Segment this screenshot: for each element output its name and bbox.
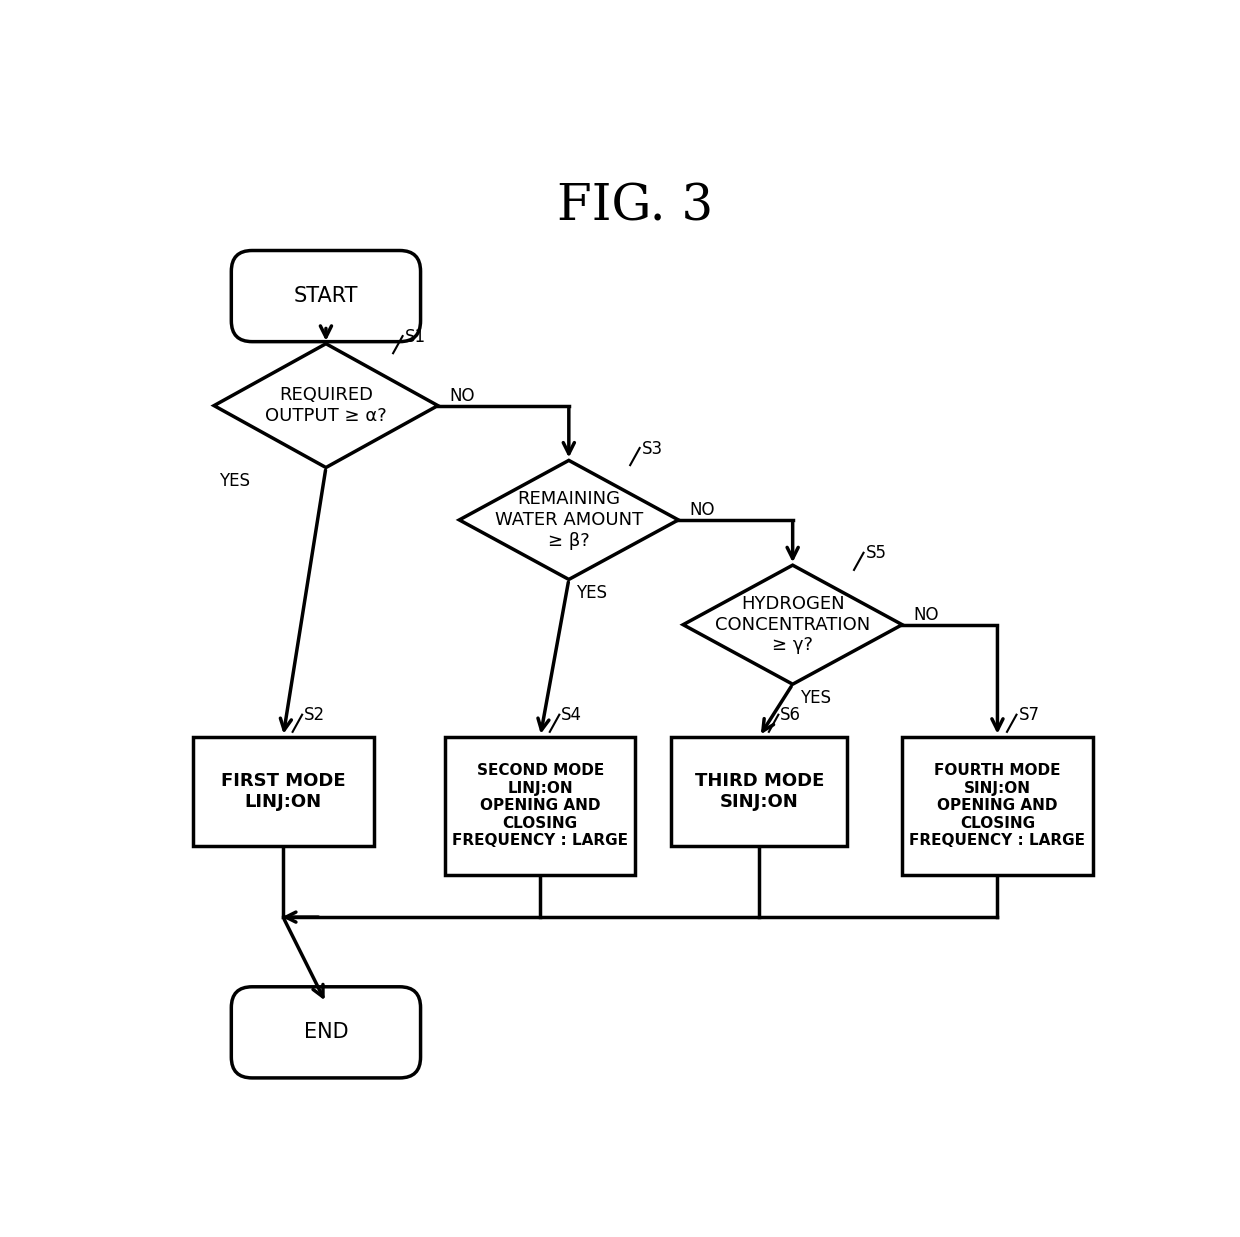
Text: NO: NO [689, 501, 715, 520]
Text: NO: NO [449, 387, 475, 404]
Text: S4: S4 [562, 706, 583, 724]
Text: FOURTH MODE
SINJ:ON
OPENING AND
CLOSING
FREQUENCY : LARGE: FOURTH MODE SINJ:ON OPENING AND CLOSING … [909, 763, 1085, 847]
Text: REMAINING
WATER AMOUNT
≥ β?: REMAINING WATER AMOUNT ≥ β? [495, 490, 644, 549]
FancyBboxPatch shape [232, 251, 420, 341]
FancyBboxPatch shape [232, 987, 420, 1077]
Polygon shape [459, 460, 678, 579]
Bar [445, 736, 635, 875]
Bar [671, 736, 847, 846]
Polygon shape [683, 565, 903, 684]
Text: REQUIRED
OUTPUT ≥ α?: REQUIRED OUTPUT ≥ α? [265, 386, 387, 426]
Text: S7: S7 [1018, 706, 1039, 724]
Text: FIG. 3: FIG. 3 [557, 182, 714, 231]
Text: YES: YES [218, 473, 249, 490]
Text: S1: S1 [404, 328, 425, 345]
Text: FIRST MODE
LINJ:ON: FIRST MODE LINJ:ON [221, 772, 346, 810]
Text: YES: YES [577, 584, 608, 602]
Text: S3: S3 [641, 439, 662, 458]
Bar [192, 736, 373, 846]
Bar [903, 736, 1092, 875]
Text: S6: S6 [780, 706, 801, 724]
Text: END: END [304, 1022, 348, 1043]
Text: S5: S5 [866, 544, 887, 563]
Text: YES: YES [800, 689, 831, 708]
Text: THIRD MODE
SINJ:ON: THIRD MODE SINJ:ON [694, 772, 825, 810]
Text: SECOND MODE
LINJ:ON
OPENING AND
CLOSING
FREQUENCY : LARGE: SECOND MODE LINJ:ON OPENING AND CLOSING … [453, 763, 629, 847]
Text: HYDROGEN
CONCENTRATION
≥ γ?: HYDROGEN CONCENTRATION ≥ γ? [715, 595, 870, 654]
Polygon shape [215, 344, 438, 468]
Text: START: START [294, 286, 358, 306]
Text: NO: NO [914, 606, 939, 625]
Text: S2: S2 [304, 706, 325, 724]
